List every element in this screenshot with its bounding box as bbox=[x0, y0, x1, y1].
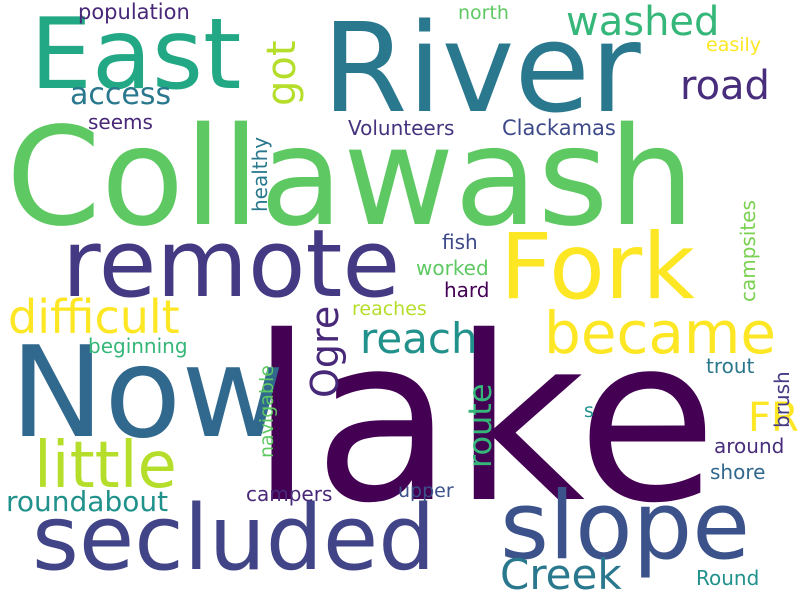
word-north: north bbox=[458, 2, 509, 24]
word-healthy: healthy bbox=[248, 136, 272, 212]
word-campers: campers bbox=[246, 482, 333, 506]
word-collawash: Collawash bbox=[6, 99, 695, 257]
word-s: s bbox=[584, 400, 594, 422]
word-hard: hard bbox=[444, 278, 490, 302]
word-became: became bbox=[544, 299, 777, 367]
word-got: got bbox=[259, 40, 305, 106]
word-fr: FR bbox=[748, 395, 799, 441]
word-roundabout: roundabout bbox=[6, 485, 169, 518]
word-clackamas: Clackamas bbox=[502, 116, 616, 140]
word-ogre: Ogre bbox=[303, 305, 347, 398]
word-fish: fish bbox=[442, 230, 478, 254]
word-seems: seems bbox=[88, 110, 153, 134]
word-secluded: secluded bbox=[32, 486, 436, 591]
word-reach: reach bbox=[360, 314, 478, 363]
word-little: little bbox=[34, 429, 177, 503]
word-beginning: beginning bbox=[88, 334, 188, 358]
word-slope: slope bbox=[500, 472, 751, 581]
word-access: access bbox=[70, 77, 172, 112]
word-road: road bbox=[680, 63, 770, 109]
word-east: East bbox=[30, 0, 242, 112]
word-upper: upper bbox=[398, 480, 454, 502]
word-shore: shore bbox=[710, 460, 766, 484]
word-washed: washed bbox=[566, 0, 720, 45]
word-campsites: campsites bbox=[736, 200, 760, 302]
word-creek: Creek bbox=[500, 550, 622, 599]
word-easily: easily bbox=[706, 34, 762, 56]
word-remote: remote bbox=[62, 210, 401, 319]
word-difficult: difficult bbox=[8, 290, 180, 344]
word-reaches: reaches bbox=[352, 298, 427, 320]
word-population: population bbox=[78, 0, 190, 24]
word-lake: lake bbox=[250, 287, 718, 553]
word-brush: brush bbox=[770, 371, 794, 428]
word-river: River bbox=[322, 0, 641, 141]
word-volunteers: Volunteers bbox=[348, 116, 455, 140]
word-worked: worked bbox=[416, 256, 489, 280]
word-round: Round bbox=[696, 566, 760, 590]
word-trout: trout bbox=[706, 354, 755, 378]
word-now: Now bbox=[10, 319, 285, 466]
word-route: route bbox=[461, 383, 499, 468]
word-fork: Fork bbox=[500, 215, 695, 320]
word-navigable: navigable bbox=[256, 365, 278, 458]
word-around: around bbox=[714, 434, 785, 458]
